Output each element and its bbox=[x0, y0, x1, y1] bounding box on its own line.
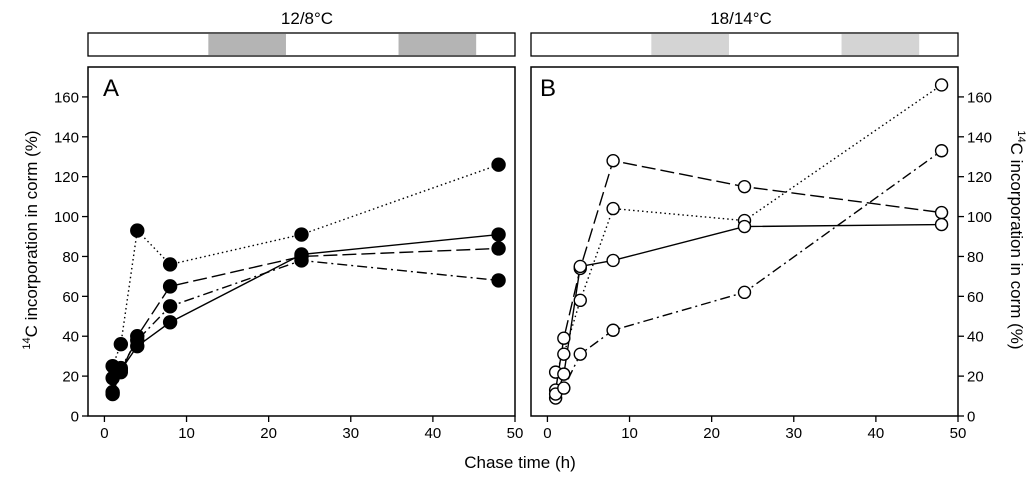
y-tick-label: 120 bbox=[54, 169, 79, 186]
data-point-dotted bbox=[934, 78, 949, 92]
y-tick-label: 20 bbox=[967, 369, 984, 386]
y-axis-label-left-sup: 14 bbox=[21, 337, 33, 349]
y-tick-label: 160 bbox=[967, 89, 992, 106]
data-point-dashed bbox=[606, 154, 620, 168]
y-axis-label-left-main: C incorporation in corm (%) bbox=[22, 130, 41, 337]
panel-label-b: B bbox=[540, 75, 556, 102]
data-point-dashed bbox=[934, 205, 949, 220]
y-tick-label: 80 bbox=[62, 249, 79, 266]
data-point-dashed bbox=[737, 179, 752, 194]
data-point-dotted bbox=[606, 201, 620, 216]
x-tick-label: 40 bbox=[868, 425, 885, 442]
y-tick-label: 100 bbox=[967, 209, 992, 226]
x-tick-label: 30 bbox=[342, 425, 359, 442]
x-tick-label: 50 bbox=[507, 425, 524, 442]
data-point-solid bbox=[737, 219, 752, 234]
data-point-dash-dot bbox=[573, 347, 587, 361]
data-point-dotted bbox=[130, 223, 145, 238]
y-axis-label-right-main: C incorporation in corm (%) bbox=[1007, 143, 1026, 350]
y-tick-label: 60 bbox=[62, 289, 79, 306]
x-tick-label: 20 bbox=[703, 425, 720, 442]
x-tick-label: 10 bbox=[178, 425, 195, 442]
y-tick-label: 80 bbox=[967, 249, 984, 266]
y-tick-label: 40 bbox=[967, 329, 984, 346]
data-point-dash-dot bbox=[130, 333, 145, 348]
data-point-solid bbox=[162, 315, 178, 330]
y-tick-label: 160 bbox=[54, 89, 79, 106]
panel-label-a: A bbox=[103, 75, 119, 102]
data-point-dotted bbox=[573, 293, 587, 308]
x-tick-label: 10 bbox=[621, 425, 638, 442]
data-point-dashed bbox=[557, 331, 571, 345]
panel-b: 0 20 40 60 80 100 120 140 160 0 10 20 30 40 50 bbox=[530, 32, 992, 442]
y-tick-label: 0 bbox=[71, 409, 79, 426]
dark-period bbox=[398, 34, 477, 55]
data-point-dash-dot bbox=[491, 273, 506, 288]
panel-a: 0 20 40 60 80 100 120 140 160 0 10 20 30 40 50 bbox=[54, 32, 524, 442]
y-axis-label-right-sup: 14 bbox=[1015, 130, 1027, 142]
dark-period bbox=[841, 34, 920, 55]
y-axis-label-left: 14C incorporation in corm (%) bbox=[21, 130, 41, 349]
data-point-dash-dot bbox=[105, 384, 120, 400]
data-point-dash-dot bbox=[162, 299, 178, 314]
x-tick-label: 50 bbox=[950, 425, 967, 442]
y-tick-label: 140 bbox=[54, 129, 79, 146]
data-point-solid bbox=[606, 253, 620, 268]
x-tick-label: 0 bbox=[100, 425, 108, 442]
x-tick-label: 0 bbox=[543, 425, 551, 442]
dark-period bbox=[651, 34, 729, 55]
y-tick-label: 40 bbox=[62, 329, 79, 346]
series-line-solid bbox=[554, 223, 942, 399]
plot-frame bbox=[530, 66, 959, 417]
x-tick-label: 30 bbox=[785, 425, 802, 442]
y-tick-label: 0 bbox=[967, 409, 975, 426]
svg-text:14C incorporation in corm (%): 14C incorporation in corm (%) bbox=[1007, 130, 1027, 349]
data-point-dotted bbox=[557, 347, 571, 361]
data-point-dash-dot bbox=[606, 323, 620, 337]
data-point-solid bbox=[557, 367, 571, 381]
data-point-dashed bbox=[491, 241, 506, 256]
svg-text:14C incorporation in corm (%): 14C incorporation in corm (%) bbox=[21, 130, 41, 349]
y-tick-label: 140 bbox=[967, 129, 992, 146]
series-line-dashed bbox=[554, 159, 942, 391]
y-tick-label: 60 bbox=[967, 289, 984, 306]
y-axis-label-right: 14C incorporation in corm (%) bbox=[1007, 130, 1027, 349]
plot-frame bbox=[87, 66, 516, 417]
data-point-solid bbox=[934, 217, 949, 232]
data-point-dotted bbox=[491, 157, 506, 172]
data-point-dotted bbox=[113, 337, 129, 352]
condition-label-b: 18/14°C bbox=[710, 9, 772, 28]
x-tick-label: 40 bbox=[425, 425, 442, 442]
data-point-dash-dot bbox=[737, 285, 752, 300]
condition-label-a: 12/8°C bbox=[281, 9, 333, 28]
dark-period bbox=[208, 34, 286, 55]
data-point-dotted bbox=[294, 227, 309, 242]
x-axis-label: Chase time (h) bbox=[464, 453, 575, 472]
x-tick-label: 20 bbox=[260, 425, 277, 442]
data-point-solid bbox=[491, 227, 506, 242]
data-point-dotted bbox=[162, 257, 178, 272]
data-point-dash-dot bbox=[934, 144, 949, 158]
data-point-dash-dot bbox=[113, 360, 129, 376]
y-tick-label: 100 bbox=[54, 209, 79, 226]
y-tick-label: 120 bbox=[967, 169, 992, 186]
data-point-dashed bbox=[162, 279, 178, 294]
y-tick-label: 20 bbox=[62, 369, 79, 386]
data-point-dash-dot bbox=[294, 253, 309, 268]
data-point-dash-dot bbox=[557, 381, 571, 395]
data-point-solid bbox=[573, 259, 587, 274]
